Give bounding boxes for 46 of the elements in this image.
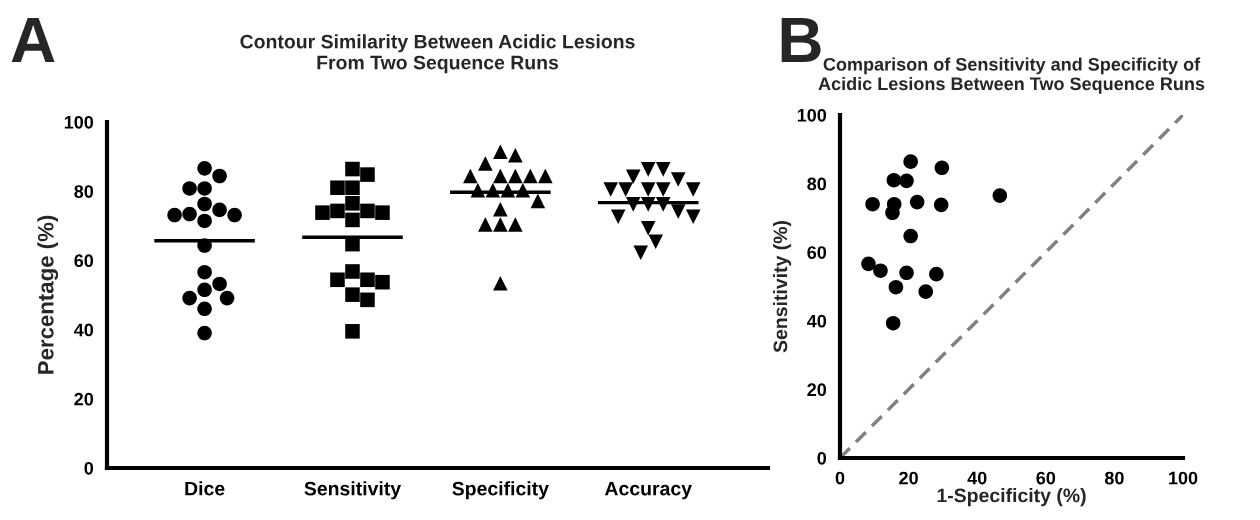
y-axis-title: Percentage (%)	[37, 215, 59, 374]
point	[903, 228, 918, 244]
point	[886, 172, 902, 188]
point	[885, 315, 901, 331]
point	[888, 279, 904, 295]
x-tick-label: 60	[1036, 471, 1056, 485]
y-tick-label: 80	[74, 185, 94, 198]
point	[903, 154, 918, 169]
y-tick-label: 100	[64, 115, 94, 129]
point	[918, 284, 934, 299]
y-tick-label: 0	[84, 461, 94, 475]
y-tick-label: 40	[807, 314, 827, 328]
y-tick-label: 20	[807, 383, 827, 397]
x-tick-label: 40	[967, 471, 987, 485]
chart-title: Contour Similarity Between Acidic Lesions From Two Sequence Runs	[240, 34, 635, 74]
x-tick-label: 0	[835, 471, 845, 485]
text: A	[11, 17, 55, 62]
point	[933, 197, 949, 213]
x-tick-label: Accuracy	[604, 481, 692, 500]
chart-title: Comparison of Sensitivity and Specificity of Acidic Lesions Between Two Sequence Runs	[818, 57, 1205, 94]
x-tick-label: Dice	[185, 481, 225, 496]
y-tick-label: 80	[807, 177, 827, 191]
y-tick-label: 20	[74, 392, 94, 406]
point	[865, 196, 880, 212]
x-axis-title: 1-Specificity (%)	[937, 488, 1086, 507]
y-tick-label: 100	[797, 108, 827, 122]
point	[873, 263, 888, 279]
point	[885, 205, 900, 221]
y-tick-label: 0	[817, 451, 827, 465]
x-tick-label: Sensitivity	[304, 481, 401, 500]
text: B	[781, 17, 821, 62]
y-tick-label: 60	[74, 254, 94, 268]
point	[909, 194, 925, 210]
x-tick-label: 20	[899, 471, 918, 485]
point	[861, 256, 876, 272]
x-tick-label: 100	[1169, 471, 1198, 485]
x-tick-label: 80	[1104, 471, 1124, 485]
point	[929, 266, 944, 282]
point	[992, 188, 1008, 203]
point	[899, 265, 914, 281]
point	[899, 173, 914, 189]
y-tick-label: 60	[807, 246, 827, 259]
point	[934, 160, 950, 176]
y-tick-label: 40	[74, 323, 94, 337]
y-axis-title: Sensitivity (%)	[773, 221, 792, 353]
x-tick-label: Specificity	[452, 481, 549, 500]
